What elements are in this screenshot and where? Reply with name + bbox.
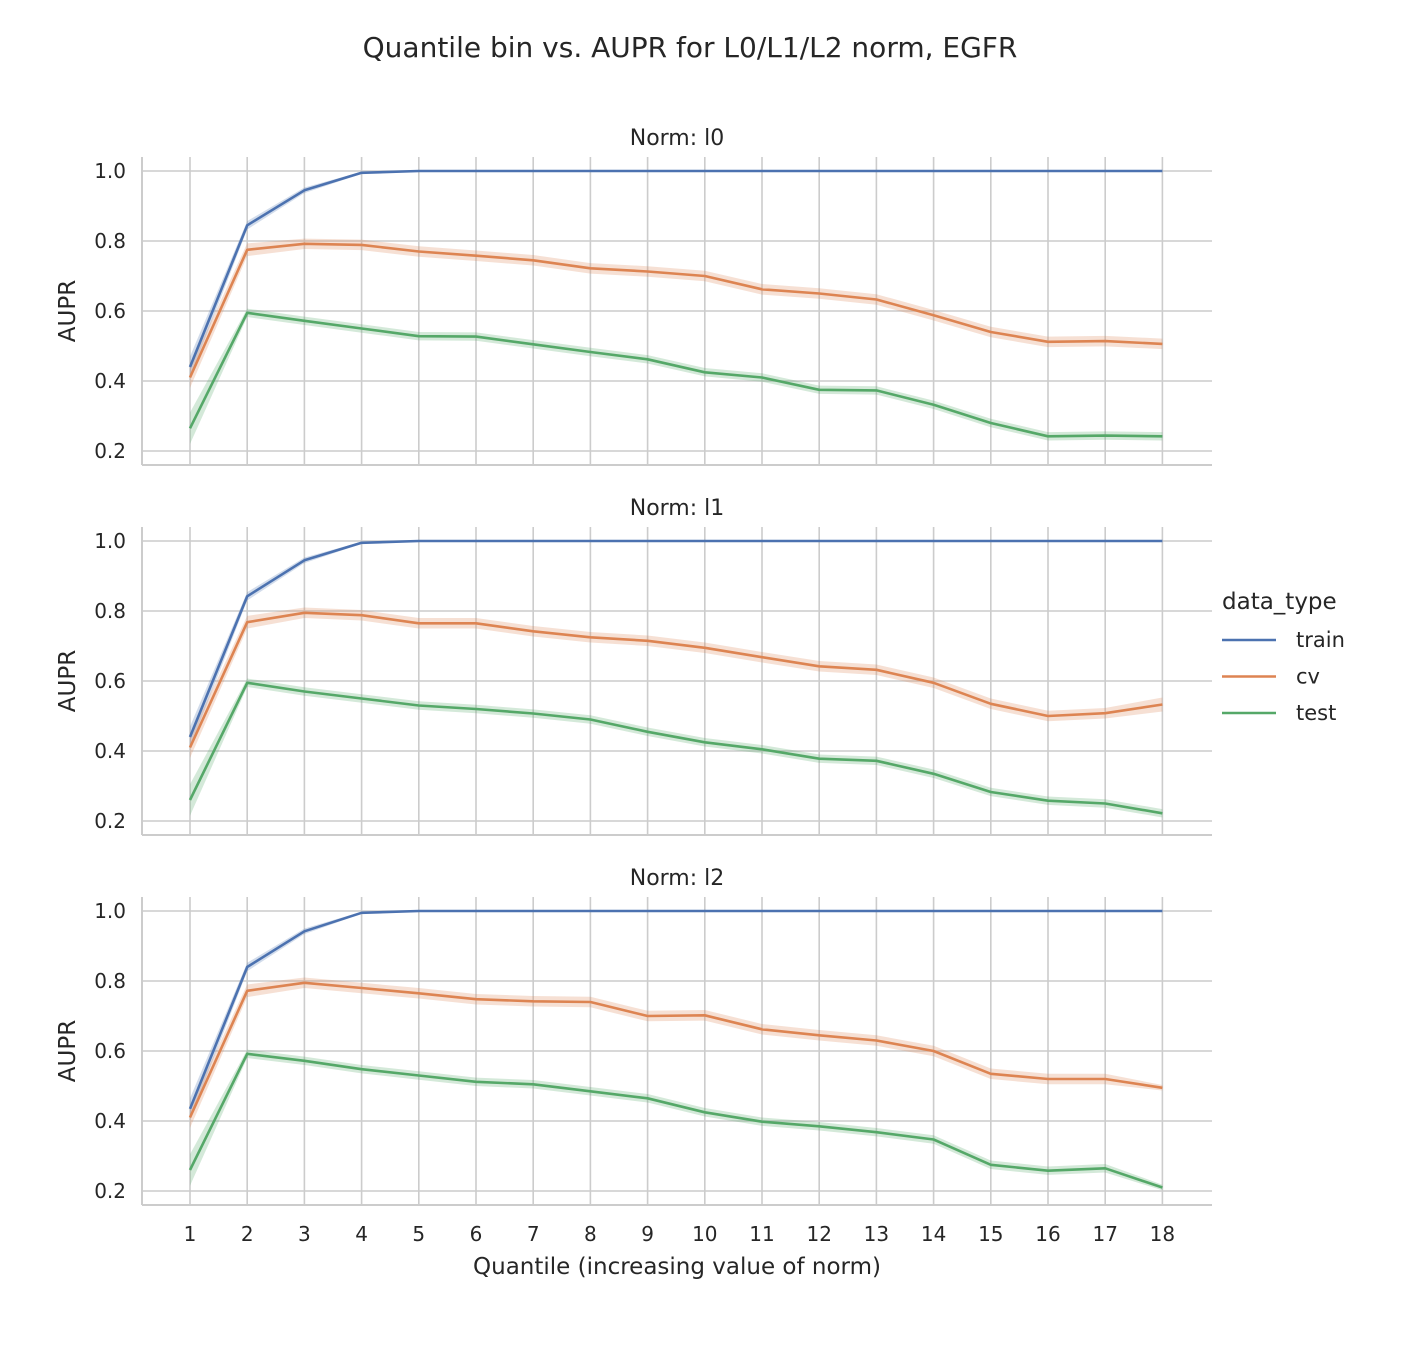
test-ci-band bbox=[190, 308, 1163, 444]
panels: Norm: l0 0.2 0.4 0.6 0.8 1.0 AUPR Norm: l1 0.2 0.… bbox=[55, 126, 1212, 1246]
legend: data_type train cv test bbox=[1222, 589, 1345, 725]
cv-series-line bbox=[188, 611, 1163, 749]
y-tick-label: 0.2 bbox=[94, 439, 126, 463]
legend-item-train: train bbox=[1222, 628, 1345, 652]
x-tick-label: 16 bbox=[1035, 1222, 1060, 1246]
y-tick-label: 1.0 bbox=[94, 529, 126, 553]
y-tick-label: 0.6 bbox=[94, 1039, 126, 1063]
y-tick-label: 1.0 bbox=[94, 159, 126, 183]
gridlines bbox=[142, 157, 1212, 465]
panel-3: Norm: l2 0.2 0.4 0.6 0.8 1.0 AUPR bbox=[55, 866, 1212, 1206]
test-ci-band bbox=[190, 678, 1163, 818]
y-axis-label: AUPR bbox=[55, 650, 81, 712]
cv-series-line bbox=[188, 242, 1163, 379]
cv-series-line bbox=[188, 981, 1163, 1119]
gridlines bbox=[142, 527, 1212, 835]
legend-label: cv bbox=[1296, 665, 1320, 689]
panel-2: Norm: l1 0.2 0.4 0.6 0.8 1.0 AUPR bbox=[55, 496, 1212, 836]
y-axis-label: AUPR bbox=[55, 280, 81, 342]
train-series-line bbox=[188, 169, 1163, 368]
x-tick-label: 2 bbox=[241, 1222, 254, 1246]
y-tick-label: 0.6 bbox=[94, 669, 126, 693]
x-tick-label: 5 bbox=[412, 1222, 425, 1246]
y-tick-label: 0.8 bbox=[94, 229, 126, 253]
panel-1: Norm: l0 0.2 0.4 0.6 0.8 1.0 AUPR bbox=[55, 126, 1212, 466]
panel-title: Norm: l0 bbox=[630, 126, 725, 151]
x-tick-label: 17 bbox=[1092, 1222, 1117, 1246]
y-tick-label: 1.0 bbox=[94, 899, 126, 923]
y-tick-label: 0.8 bbox=[94, 969, 126, 993]
legend-item-cv: cv bbox=[1222, 665, 1320, 689]
y-tick-label: 0.8 bbox=[94, 599, 126, 623]
legend-item-test: test bbox=[1222, 701, 1336, 725]
x-tick-label: 13 bbox=[864, 1222, 889, 1246]
x-tick-label: 4 bbox=[355, 1222, 368, 1246]
y-tick-label: 0.6 bbox=[94, 299, 126, 323]
x-tick-label: 7 bbox=[527, 1222, 540, 1246]
y-tick-label: 0.4 bbox=[94, 739, 126, 763]
y-tick-label: 0.2 bbox=[94, 809, 126, 833]
x-tick-label: 6 bbox=[470, 1222, 483, 1246]
y-tick-label: 0.4 bbox=[94, 1109, 126, 1133]
gridlines bbox=[142, 897, 1212, 1205]
test-series-line bbox=[188, 1052, 1163, 1189]
panel-title: Norm: l2 bbox=[630, 866, 725, 891]
legend-label: test bbox=[1296, 701, 1336, 725]
legend-title: data_type bbox=[1222, 589, 1337, 615]
x-tick-label: 9 bbox=[641, 1222, 654, 1246]
x-tick-label: 11 bbox=[749, 1222, 774, 1246]
y-axis-label: AUPR bbox=[55, 1020, 81, 1082]
x-tick-label: 14 bbox=[921, 1222, 946, 1246]
x-tick-label: 15 bbox=[978, 1222, 1003, 1246]
y-tick-label: 0.4 bbox=[94, 369, 126, 393]
test-series-line bbox=[188, 681, 1163, 815]
test-ci-band bbox=[190, 1049, 1163, 1191]
legend-label: train bbox=[1296, 628, 1345, 652]
chart-title: Quantile bin vs. AUPR for L0/L1/L2 norm,… bbox=[363, 31, 1018, 64]
x-tick-label: 3 bbox=[298, 1222, 311, 1246]
x-tick-label: 1 bbox=[184, 1222, 197, 1246]
x-tick-label: 18 bbox=[1150, 1222, 1175, 1246]
y-tick-label: 0.2 bbox=[94, 1179, 126, 1203]
test-series-line bbox=[188, 311, 1163, 438]
x-tick-label: 10 bbox=[692, 1222, 717, 1246]
x-axis-label: Quantile (increasing value of norm) bbox=[473, 1254, 881, 1280]
x-tick-label: 12 bbox=[806, 1222, 831, 1246]
train-series-line bbox=[188, 539, 1163, 738]
panel-title: Norm: l1 bbox=[630, 496, 725, 521]
train-series-line bbox=[188, 909, 1163, 1110]
x-tick-label: 8 bbox=[584, 1222, 597, 1246]
